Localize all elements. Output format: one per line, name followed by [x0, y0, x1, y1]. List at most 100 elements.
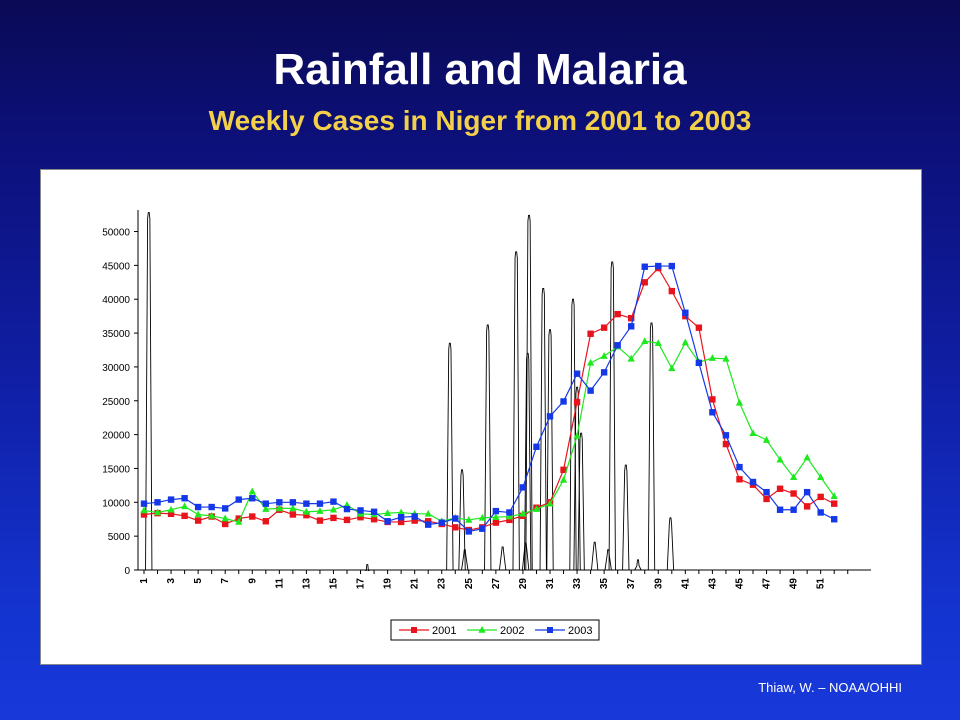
- data-point-2003: [262, 500, 270, 507]
- data-point-2002: [140, 506, 148, 514]
- data-point-2001: [222, 520, 229, 528]
- y-tick-label: 15000: [102, 464, 130, 475]
- data-point-2003: [736, 463, 743, 471]
- data-point-2002: [153, 508, 162, 516]
- legend-label-2003: 2003: [568, 625, 592, 637]
- data-point-2002: [830, 492, 838, 500]
- data-point-2001: [492, 519, 500, 526]
- data-point-2003: [370, 508, 378, 515]
- data-point-2001: [709, 396, 716, 403]
- data-point-2002: [573, 431, 581, 439]
- data-point-2001: [587, 330, 594, 337]
- data-point-2003: [506, 509, 513, 516]
- data-point-2002: [668, 364, 676, 372]
- data-point-2003: [749, 478, 757, 486]
- data-point-2003: [560, 398, 567, 405]
- data-point-2003: [154, 499, 161, 506]
- series-line-2002: [143, 340, 835, 523]
- data-point-2001: [289, 511, 297, 518]
- rainfall-spike: [604, 549, 612, 571]
- data-point-2001: [668, 287, 676, 295]
- data-point-2001: [817, 493, 824, 501]
- data-point-2002: [641, 337, 649, 344]
- data-point-2001: [831, 500, 838, 507]
- legend-label-2001: 2001: [432, 625, 456, 637]
- data-point-2002: [221, 514, 229, 522]
- data-point-2002: [289, 504, 297, 512]
- data-point-2002: [194, 510, 202, 518]
- rainfall-spike: [446, 342, 454, 571]
- x-tick-label: 49: [789, 578, 800, 590]
- data-point-2003: [167, 496, 175, 503]
- data-point-2003: [587, 387, 594, 394]
- data-point-2001: [763, 495, 770, 503]
- credit-text: Thiaw, W. – NOAA/OHHI: [758, 680, 902, 695]
- data-point-2002: [600, 352, 608, 359]
- y-tick-label: 50000: [102, 228, 130, 239]
- rainfall-spike: [498, 546, 507, 571]
- data-point-2001: [411, 517, 418, 524]
- data-point-2002: [167, 505, 175, 513]
- rainfall-spike: [634, 559, 642, 571]
- data-point-2002: [546, 499, 554, 507]
- data-point-2002: [275, 504, 283, 512]
- y-tick-label: 45000: [102, 261, 130, 272]
- data-point-2001: [249, 513, 256, 520]
- y-tick-label: 20000: [102, 431, 130, 442]
- data-point-2003: [479, 525, 486, 532]
- data-point-2003: [776, 506, 784, 513]
- data-point-2003: [316, 500, 324, 507]
- y-tick-label: 25000: [102, 397, 130, 408]
- x-tick-label: 25: [464, 578, 475, 590]
- x-tick-label: 31: [545, 578, 556, 590]
- x-tick-label: 35: [599, 578, 610, 590]
- x-tick-label: 37: [626, 578, 637, 590]
- data-point-2003: [492, 507, 500, 515]
- data-point-2001: [682, 312, 689, 320]
- data-point-2002: [384, 509, 392, 516]
- x-tick-label: 11: [274, 578, 285, 589]
- data-point-2003: [384, 518, 391, 525]
- data-point-2002: [708, 354, 717, 361]
- data-point-2003: [357, 507, 364, 514]
- data-point-2002: [208, 511, 216, 519]
- y-tick-label: 5000: [108, 532, 131, 543]
- data-point-2003: [140, 500, 148, 507]
- data-point-2001: [262, 518, 270, 525]
- data-point-2003: [519, 484, 527, 491]
- rainfall-spike: [461, 549, 469, 571]
- rainfall-spike: [145, 212, 153, 571]
- data-point-2001: [776, 485, 784, 492]
- data-point-2001: [357, 514, 364, 521]
- rainfall-spike: [569, 298, 577, 571]
- x-tick-label: 3: [166, 578, 177, 584]
- data-point-2002: [519, 509, 527, 517]
- x-tick-label: 39: [653, 578, 664, 590]
- data-point-2002: [627, 354, 635, 362]
- data-point-2002: [329, 505, 338, 513]
- rainfall-spike: [591, 541, 599, 571]
- y-tick-label: 0: [124, 566, 130, 577]
- x-tick-label: 21: [410, 578, 421, 590]
- series-line-2001: [143, 267, 835, 531]
- x-tick-label: 9: [247, 578, 258, 584]
- data-point-2003: [438, 519, 445, 526]
- data-point-2001: [303, 511, 310, 519]
- data-point-2003: [655, 262, 662, 270]
- rainfall-spike: [512, 251, 520, 571]
- data-point-2003: [831, 516, 838, 523]
- data-point-2003: [276, 499, 283, 506]
- data-point-2002: [749, 429, 757, 437]
- y-tick-label: 10000: [102, 498, 130, 509]
- data-point-2002: [532, 505, 541, 512]
- legend-marker-2003: [547, 627, 553, 633]
- data-point-2001: [573, 398, 581, 406]
- data-point-2002: [505, 512, 514, 520]
- data-point-2001: [803, 503, 811, 510]
- x-tick-label: 27: [491, 578, 502, 590]
- data-point-2001: [343, 516, 351, 524]
- data-point-2002: [235, 517, 243, 525]
- x-tick-label: 51: [816, 578, 827, 590]
- rainfall-spike: [525, 214, 533, 571]
- data-point-2002: [465, 515, 473, 523]
